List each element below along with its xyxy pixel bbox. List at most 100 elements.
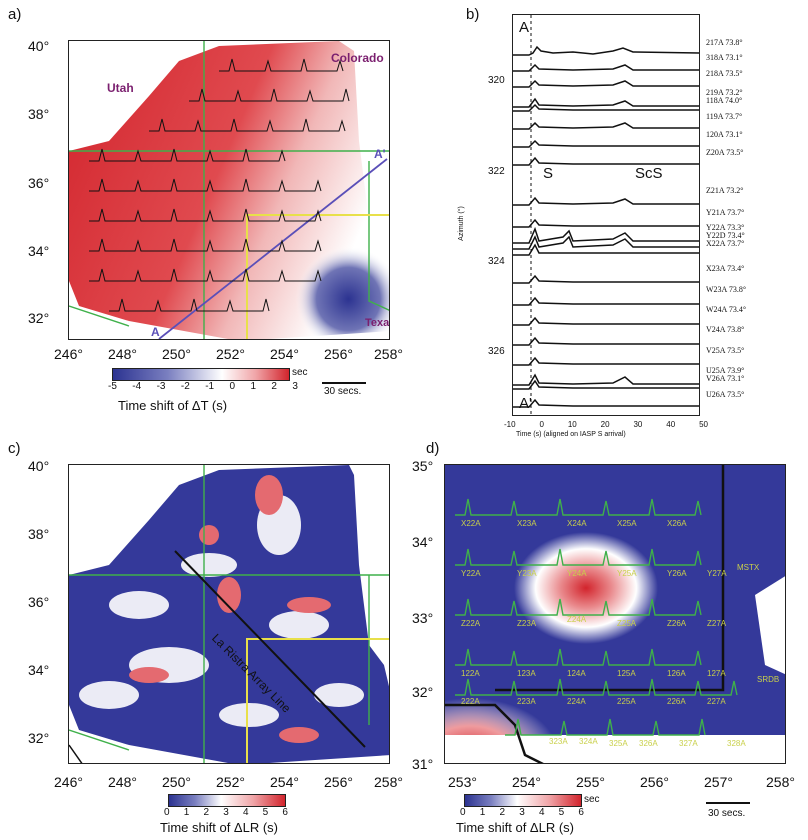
panel-a: Utah Colorado Texas A A' 40° 38° 36° 34°… <box>0 0 460 420</box>
c-caption: Time shift of ΔLR (s) <box>160 820 278 835</box>
d-station: Z22A <box>461 619 481 628</box>
d-station: Y24A <box>567 569 587 578</box>
panel-d: X22A X23A X24A X25A X26A Y22A Y23A Y24A … <box>412 440 808 840</box>
d-cb-tick: 5 <box>558 807 565 818</box>
a-colorbar-unit: sec <box>292 367 308 378</box>
b-xtick: -10 <box>504 420 516 429</box>
a-lon-246: 246° <box>54 346 83 362</box>
b-xtick: 10 <box>567 420 577 429</box>
c-cb-tick: 4 <box>242 807 249 818</box>
panel-a-traces <box>89 58 350 312</box>
b-ytick-322: 322 <box>488 166 505 177</box>
a-colorbar <box>112 368 290 381</box>
b-station-label: V24A 73.8° <box>706 325 745 334</box>
b-station-label: X23A 73.4° <box>706 264 745 273</box>
b-station-label: U26A 73.5° <box>706 390 745 399</box>
d-lat-31: 31° <box>412 756 434 772</box>
d-lon-257: 257° <box>704 774 733 790</box>
c-lat-40: 40° <box>28 458 50 474</box>
a-cb-tick: 1 <box>250 381 256 392</box>
d-scale-label: 30 secs. <box>708 808 746 819</box>
d-station: X22A <box>461 519 481 528</box>
a-cb-tick: -2 <box>180 381 190 392</box>
a-lat-34: 34° <box>28 243 50 259</box>
d-lat-34: 34° <box>412 534 434 550</box>
d-station: Y22A <box>461 569 481 578</box>
b-station-label: Z20A 73.5° <box>706 148 744 157</box>
a-colorbar-ticks: -5 -4 -3 -2 -1 0 1 2 3 <box>108 381 298 392</box>
panel-b-plot: A A' S ScS <box>512 14 700 416</box>
a-cb-tick: 2 <box>271 381 277 392</box>
panel-d-map-graphic <box>445 465 785 763</box>
d-lon-254: 254° <box>512 774 541 790</box>
d-station: 323A <box>549 737 568 746</box>
d-station: Z25A <box>617 619 637 628</box>
a-scale-label: 30 secs. <box>324 386 362 397</box>
d-station: 227A <box>707 697 726 706</box>
d-station: X25A <box>617 519 637 528</box>
b-phase-s: S <box>543 165 554 182</box>
b-station-label: V25A 73.5° <box>706 346 745 355</box>
d-station: 324A <box>579 737 598 746</box>
b-xtick: 30 <box>633 420 643 429</box>
profile-start-a: A <box>151 325 160 339</box>
a-lon-250: 250° <box>162 346 191 362</box>
panel-c-map-graphic <box>69 465 389 763</box>
d-station: 122A <box>461 669 480 678</box>
a-lon-256: 256° <box>324 346 353 362</box>
b-station-label: 217A 73.8° <box>706 38 743 47</box>
d-station: Z26A <box>667 619 687 628</box>
b-station-label: U25A 73.9° <box>706 366 745 375</box>
d-station: X24A <box>567 519 587 528</box>
d-station: 125A <box>617 669 636 678</box>
b-ytick-326: 326 <box>488 346 505 357</box>
label-texas: Texas <box>365 317 390 329</box>
b-xtick: 40 <box>666 420 676 429</box>
d-cb-tick: 2 <box>499 807 506 818</box>
c-colorbar-ticks: 0 1 2 3 4 5 6 <box>164 807 288 818</box>
d-station: Y27A <box>707 569 727 578</box>
label-colorado: Colorado <box>331 51 384 65</box>
a-lon-258: 258° <box>374 346 403 362</box>
d-colorbar <box>464 794 582 807</box>
c-lat-32: 32° <box>28 730 50 746</box>
c-lon-250: 250° <box>162 774 191 790</box>
d-station: 224A <box>567 697 586 706</box>
d-lon-258: 258° <box>766 774 795 790</box>
b-station-label: Z21A 73.2° <box>706 186 744 195</box>
d-cb-tick: 3 <box>519 807 525 818</box>
d-station: Y25A <box>617 569 637 578</box>
a-scale-bar <box>322 382 366 384</box>
d-station: 123A <box>517 669 536 678</box>
panel-a-map-graphic <box>69 41 389 339</box>
b-xtick: 50 <box>699 420 708 429</box>
panel-label-b: b) <box>466 6 480 23</box>
panel-c-map: La Ristra Array Line <box>68 464 390 764</box>
label-utah: Utah <box>107 81 134 95</box>
d-cb-tick: 6 <box>578 807 584 818</box>
c-cb-tick: 6 <box>282 807 288 818</box>
d-cb-tick: 1 <box>479 807 486 818</box>
a-caption: Time shift of ΔT (s) <box>118 398 228 413</box>
panel-c: La Ristra Array Line 40° 38° 36° 34° 32°… <box>0 440 420 840</box>
b-station-label: Y22D 73.4° <box>706 231 745 240</box>
c-lat-36: 36° <box>28 594 50 610</box>
b-station-label: 119A 73.7° <box>706 112 743 121</box>
d-station: 325A <box>609 739 628 748</box>
c-lon-252: 252° <box>216 774 245 790</box>
d-station: 126A <box>667 669 686 678</box>
a-lon-252: 252° <box>216 346 245 362</box>
b-station-label: Y21A 73.7° <box>706 208 745 217</box>
a-lat-32: 32° <box>28 310 50 326</box>
a-lat-38: 38° <box>28 106 50 122</box>
d-lat-33: 33° <box>412 610 434 626</box>
b-station-label: 318A 73.1° <box>706 53 743 62</box>
a-cb-tick: -1 <box>205 381 215 392</box>
d-station: Z23A <box>517 619 537 628</box>
d-lon-256: 256° <box>640 774 669 790</box>
d-station: SRDB <box>757 675 780 684</box>
panel-label-d: d) <box>426 440 440 457</box>
d-station: 226A <box>667 697 686 706</box>
b-station-label: 219A 73.2° <box>706 88 743 97</box>
b-y-axis-label: Azimuth (°) <box>457 206 465 241</box>
